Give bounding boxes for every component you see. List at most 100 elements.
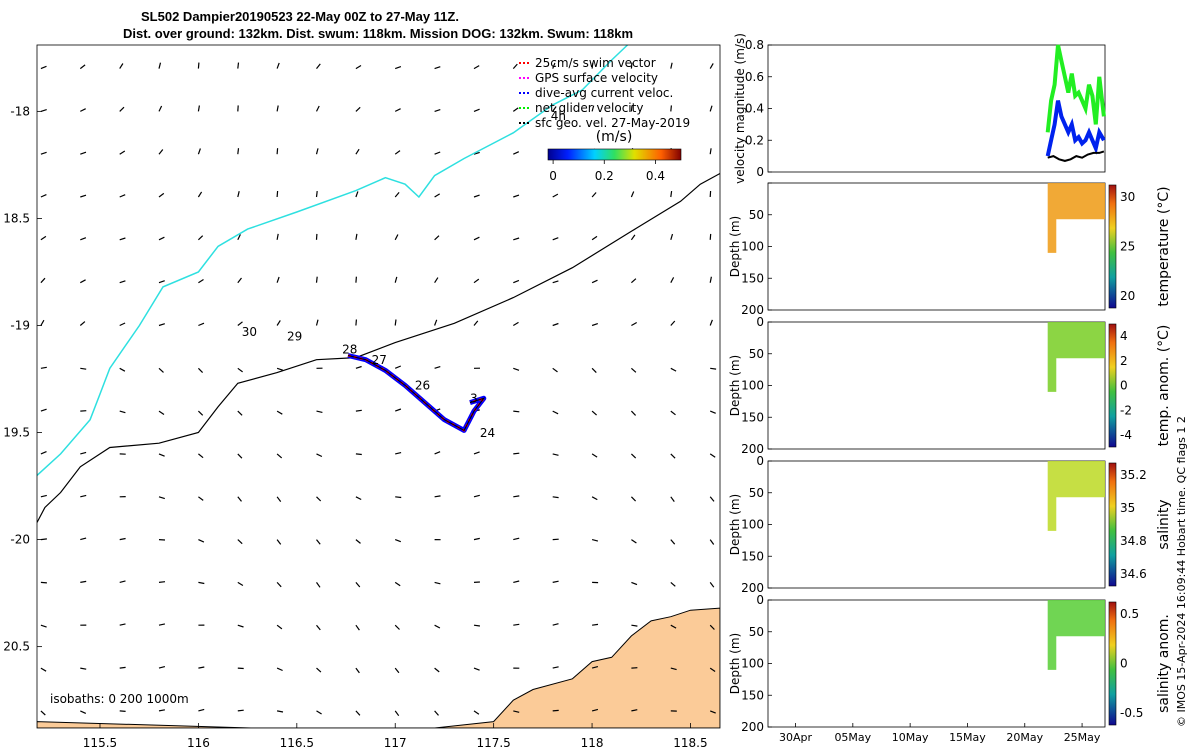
velocity-arrow [631,624,638,627]
glider-track [347,353,487,433]
velocity-arrow [40,235,47,241]
day-label: 26 [415,379,430,393]
day-label: 24 [480,426,495,440]
velocity-arrow [395,496,402,499]
velocity-arrow [709,410,716,414]
velocity-arrow [473,667,480,671]
velocity-arrow [591,708,599,712]
velocity-arrow [513,151,520,155]
velocity-arrow [355,233,358,240]
title-line2: Dist. over ground: 132km. Dist. swum: 11… [123,26,633,41]
velocity-arrow [119,280,126,284]
velocity-arrow [630,410,637,416]
colorbar-label: salinity anom. [1156,614,1172,713]
velocity-arrow [315,105,320,112]
velocity-arrow [591,62,594,69]
velocity-arrow [434,366,441,369]
map-y-tick-label: 20.5 [3,640,30,654]
map-x-tick-label: 118 [581,736,604,750]
velocity-arrow [355,106,361,112]
velocity-arrow [355,624,360,631]
velocity-arrow [197,367,204,374]
profile-colorbar [1108,601,1117,726]
colorbar-tick-label: -4 [1120,428,1132,442]
profile-data [1047,183,1105,253]
time-tick-label: 25May [1064,731,1101,744]
velocity-arrow [158,192,165,198]
velocity-arrow [197,410,204,416]
velocity-arrow [276,148,279,155]
velocity-arrow [316,453,323,458]
profile-tick-label: 50 [749,625,764,639]
velocity-arrow [276,276,280,283]
velocity-arrow [355,64,362,70]
velocity-arrow [119,537,126,541]
velocity-arrow [315,148,319,155]
velocity-arrow [513,367,520,371]
velocity-arrow [394,234,399,241]
velocity-arrow [198,539,205,543]
isobath-1000m [37,45,629,476]
velocity-arrow [670,191,673,198]
velocity-arrow [631,581,638,586]
velocity-arrow [355,710,361,716]
velocity-arrow [394,192,400,198]
velocity-arrow [237,234,241,241]
velocity-arrow [473,194,480,198]
velocity-arrow [630,234,636,241]
profile-tick-label: 100 [741,240,764,254]
velocity-arrow [394,624,400,630]
velocity-arrow [355,496,362,501]
velocity-arrow [394,667,400,674]
velocity-arrow [670,410,676,416]
velocity-arrow [631,321,637,327]
velocity-arrow [80,710,87,714]
velocity-arrow [552,410,559,415]
velocity-arrow [709,233,712,240]
profile-tick-label: 200 [741,442,764,456]
velocity-arrow [394,150,401,155]
velocity-arrow [40,581,47,584]
velocity-arrow [394,276,398,283]
profile-tick-label: 200 [741,581,764,595]
velocity-arrow [355,191,359,198]
velocity-tick-label: 0.2 [745,133,764,147]
velocity-arrow [40,408,47,412]
profile-tick-label: 50 [749,208,764,222]
velocity-arrow [158,62,162,69]
velocity-arrow [513,237,520,241]
velocity-arrow [630,105,633,112]
velocity-arrow [473,320,479,326]
profile-colorbar [1108,462,1117,587]
velocity-arrow [670,581,676,587]
profile-data [1047,322,1105,392]
velocity-arrow [434,193,441,198]
velocity-arrow [631,539,637,544]
velocity-arrow [709,276,712,283]
legend-label: net glider velocity [535,101,643,115]
profile-tick-label: 200 [741,720,764,734]
velocity-arrow [197,62,200,69]
velocity-arrow [40,151,47,155]
velocity-arrow [630,191,635,198]
velocity-arrow [552,106,557,112]
velocity-arrow [119,410,126,414]
velocity-arrow [473,151,480,155]
velocity-arrow [119,63,124,69]
velocity-arrow [670,667,677,671]
velocity-arrow [710,367,717,370]
velocity-arrow [552,193,559,198]
velocity-arrow [473,65,480,70]
velocity-arrow [394,539,402,543]
velocity-arrow [276,539,282,545]
velocity-arrow [709,667,716,672]
velocity-arrow [552,62,556,69]
velocity-arrow [158,280,165,284]
velocity-arrow [40,194,47,198]
velocity-arrow [552,453,559,456]
speed-tick-label: 0.2 [595,169,614,183]
velocity-arrow [670,367,677,372]
velocity-arrow [79,321,86,326]
velocity-arrow [198,708,205,712]
velocity-arrow [315,191,318,198]
